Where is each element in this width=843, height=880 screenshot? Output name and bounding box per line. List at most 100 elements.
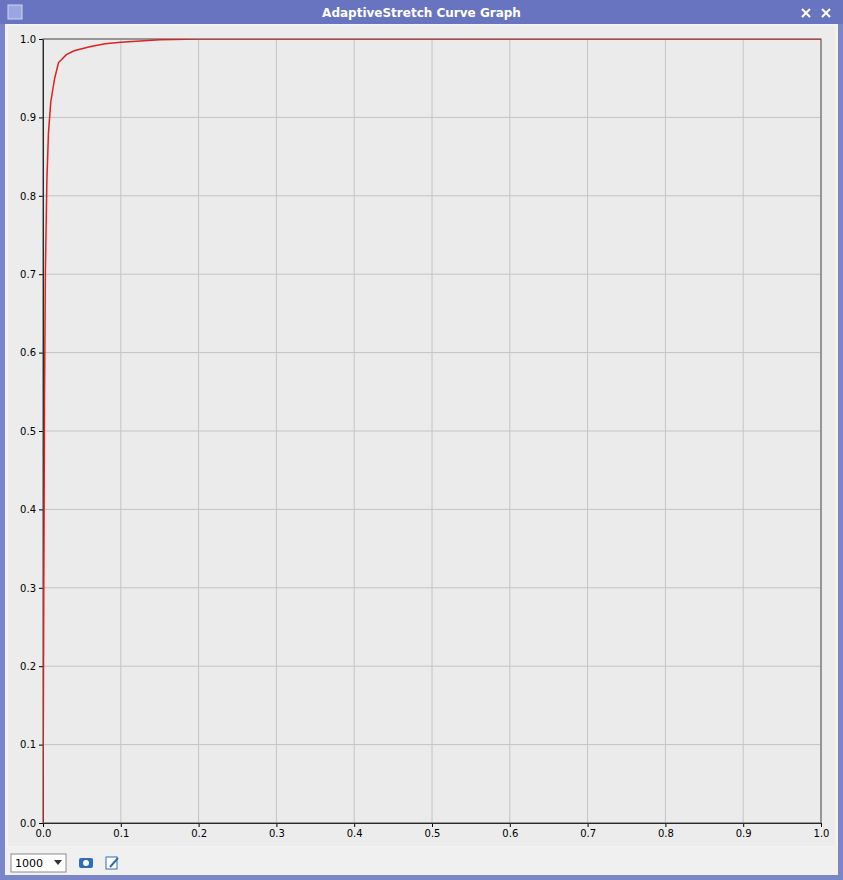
tick-label: 0.0 <box>20 818 36 829</box>
select-box <box>11 854 66 872</box>
curve <box>43 39 821 823</box>
grid-line-y <box>43 274 821 275</box>
tick-mark <box>510 823 511 827</box>
grid <box>43 39 821 823</box>
tick-mark <box>665 823 666 827</box>
icon <box>79 858 93 868</box>
tick-label: 0.5 <box>20 426 36 437</box>
tick-label: 1.0 <box>814 828 830 839</box>
tick: 0.3 <box>20 583 43 594</box>
tick: 0.8 <box>658 823 674 839</box>
tick-label: 0.4 <box>347 828 363 839</box>
grid-line-y <box>43 195 821 196</box>
icon <box>83 860 89 866</box>
tick-mark <box>39 823 43 824</box>
grid-line-y <box>43 666 821 667</box>
select-arrow <box>54 860 62 865</box>
tick-label: 0.9 <box>20 112 36 123</box>
tick-label: 0.2 <box>191 828 207 839</box>
tick-label: 0.3 <box>269 828 285 839</box>
tick-label: 1.0 <box>20 34 36 45</box>
tick-label: 0.0 <box>36 828 52 839</box>
tick: 0.4 <box>20 504 43 515</box>
tick: 0.0 <box>36 823 52 839</box>
tick-mark <box>39 431 43 432</box>
graph-area <box>8 26 835 846</box>
grid-line-y <box>43 744 821 745</box>
tick-mark <box>432 823 433 827</box>
plot-background <box>43 39 821 823</box>
tick-label: 0.5 <box>425 828 441 839</box>
plot-frame <box>43 39 821 823</box>
icon <box>822 9 830 17</box>
tick: 0.2 <box>191 823 207 839</box>
tick-mark <box>39 588 43 589</box>
tick-label: 0.4 <box>20 504 36 515</box>
zoom-select[interactable]: 1000 <box>11 854 66 872</box>
tick-label: 0.6 <box>20 347 36 358</box>
tick: 0.5 <box>20 426 43 437</box>
title-bar <box>0 0 843 24</box>
grid-line-y <box>43 117 821 118</box>
select-text: 1000 <box>15 857 43 870</box>
tick: 0.2 <box>20 661 43 672</box>
app-icon <box>8 5 22 19</box>
tick-label: 0.3 <box>20 583 36 594</box>
tick: 0.4 <box>347 823 363 839</box>
tick-mark <box>354 823 355 827</box>
tick: 0.3 <box>269 823 285 839</box>
tick-mark <box>39 509 43 510</box>
tick-mark <box>39 745 43 746</box>
tick-label: 0.6 <box>502 828 518 839</box>
tick: 0.5 <box>425 823 441 839</box>
tick-label: 0.7 <box>20 269 36 280</box>
camera-button[interactable] <box>79 858 93 868</box>
tick-label: 0.7 <box>580 828 596 839</box>
plot-marks <box>43 39 821 823</box>
window: AdaptiveStretch Curve Graph0.00.10.20.30… <box>0 0 843 880</box>
toolbar <box>5 847 838 875</box>
tick-label: 0.1 <box>113 828 129 839</box>
tick-label: 0.9 <box>736 828 752 839</box>
grid-line-y <box>43 431 821 432</box>
edit-button[interactable] <box>106 857 118 869</box>
tick: 0.9 <box>736 823 752 839</box>
tick-mark <box>39 117 43 118</box>
tick: 1.0 <box>20 34 43 45</box>
tick: 0.8 <box>20 191 43 202</box>
window-frame <box>0 0 843 880</box>
tick-label: 0.1 <box>20 739 36 750</box>
tick-mark <box>39 274 43 275</box>
tick: 0.0 <box>20 818 43 829</box>
tick-label: 0.8 <box>20 191 36 202</box>
tick: 0.7 <box>20 269 43 280</box>
tick: 0.9 <box>20 112 43 123</box>
tick: 0.1 <box>113 823 129 839</box>
tick-mark <box>39 666 43 667</box>
tick: 1.0 <box>814 823 830 839</box>
tick: 0.6 <box>502 823 518 839</box>
tick-mark <box>276 823 277 827</box>
tick-label: 0.8 <box>658 828 674 839</box>
icon <box>106 857 117 869</box>
grid-line-y <box>43 587 821 588</box>
tick-mark <box>588 823 589 827</box>
tick-label: 0.2 <box>20 661 36 672</box>
icon <box>110 858 118 867</box>
tick: 0.6 <box>20 347 43 358</box>
tick-mark <box>743 823 744 827</box>
tick-mark <box>39 39 43 40</box>
tick: 0.7 <box>580 823 596 839</box>
grid-line-y <box>43 509 821 510</box>
tick-mark <box>821 823 822 827</box>
window-button-close-2[interactable] <box>822 9 830 17</box>
tick-mark <box>199 823 200 827</box>
icon <box>802 9 810 17</box>
title: AdaptiveStretch Curve Graph <box>322 6 521 20</box>
tick-mark <box>39 196 43 197</box>
grid-line-y <box>43 352 821 353</box>
tick: 0.1 <box>20 739 43 750</box>
x-axis: 0.0 0.1 0.2 0.3 0.4 0.5 0.6 0.7 0.8 0.9 1.0 <box>36 823 830 839</box>
window-button-close[interactable] <box>802 9 810 17</box>
tick-mark <box>121 823 122 827</box>
